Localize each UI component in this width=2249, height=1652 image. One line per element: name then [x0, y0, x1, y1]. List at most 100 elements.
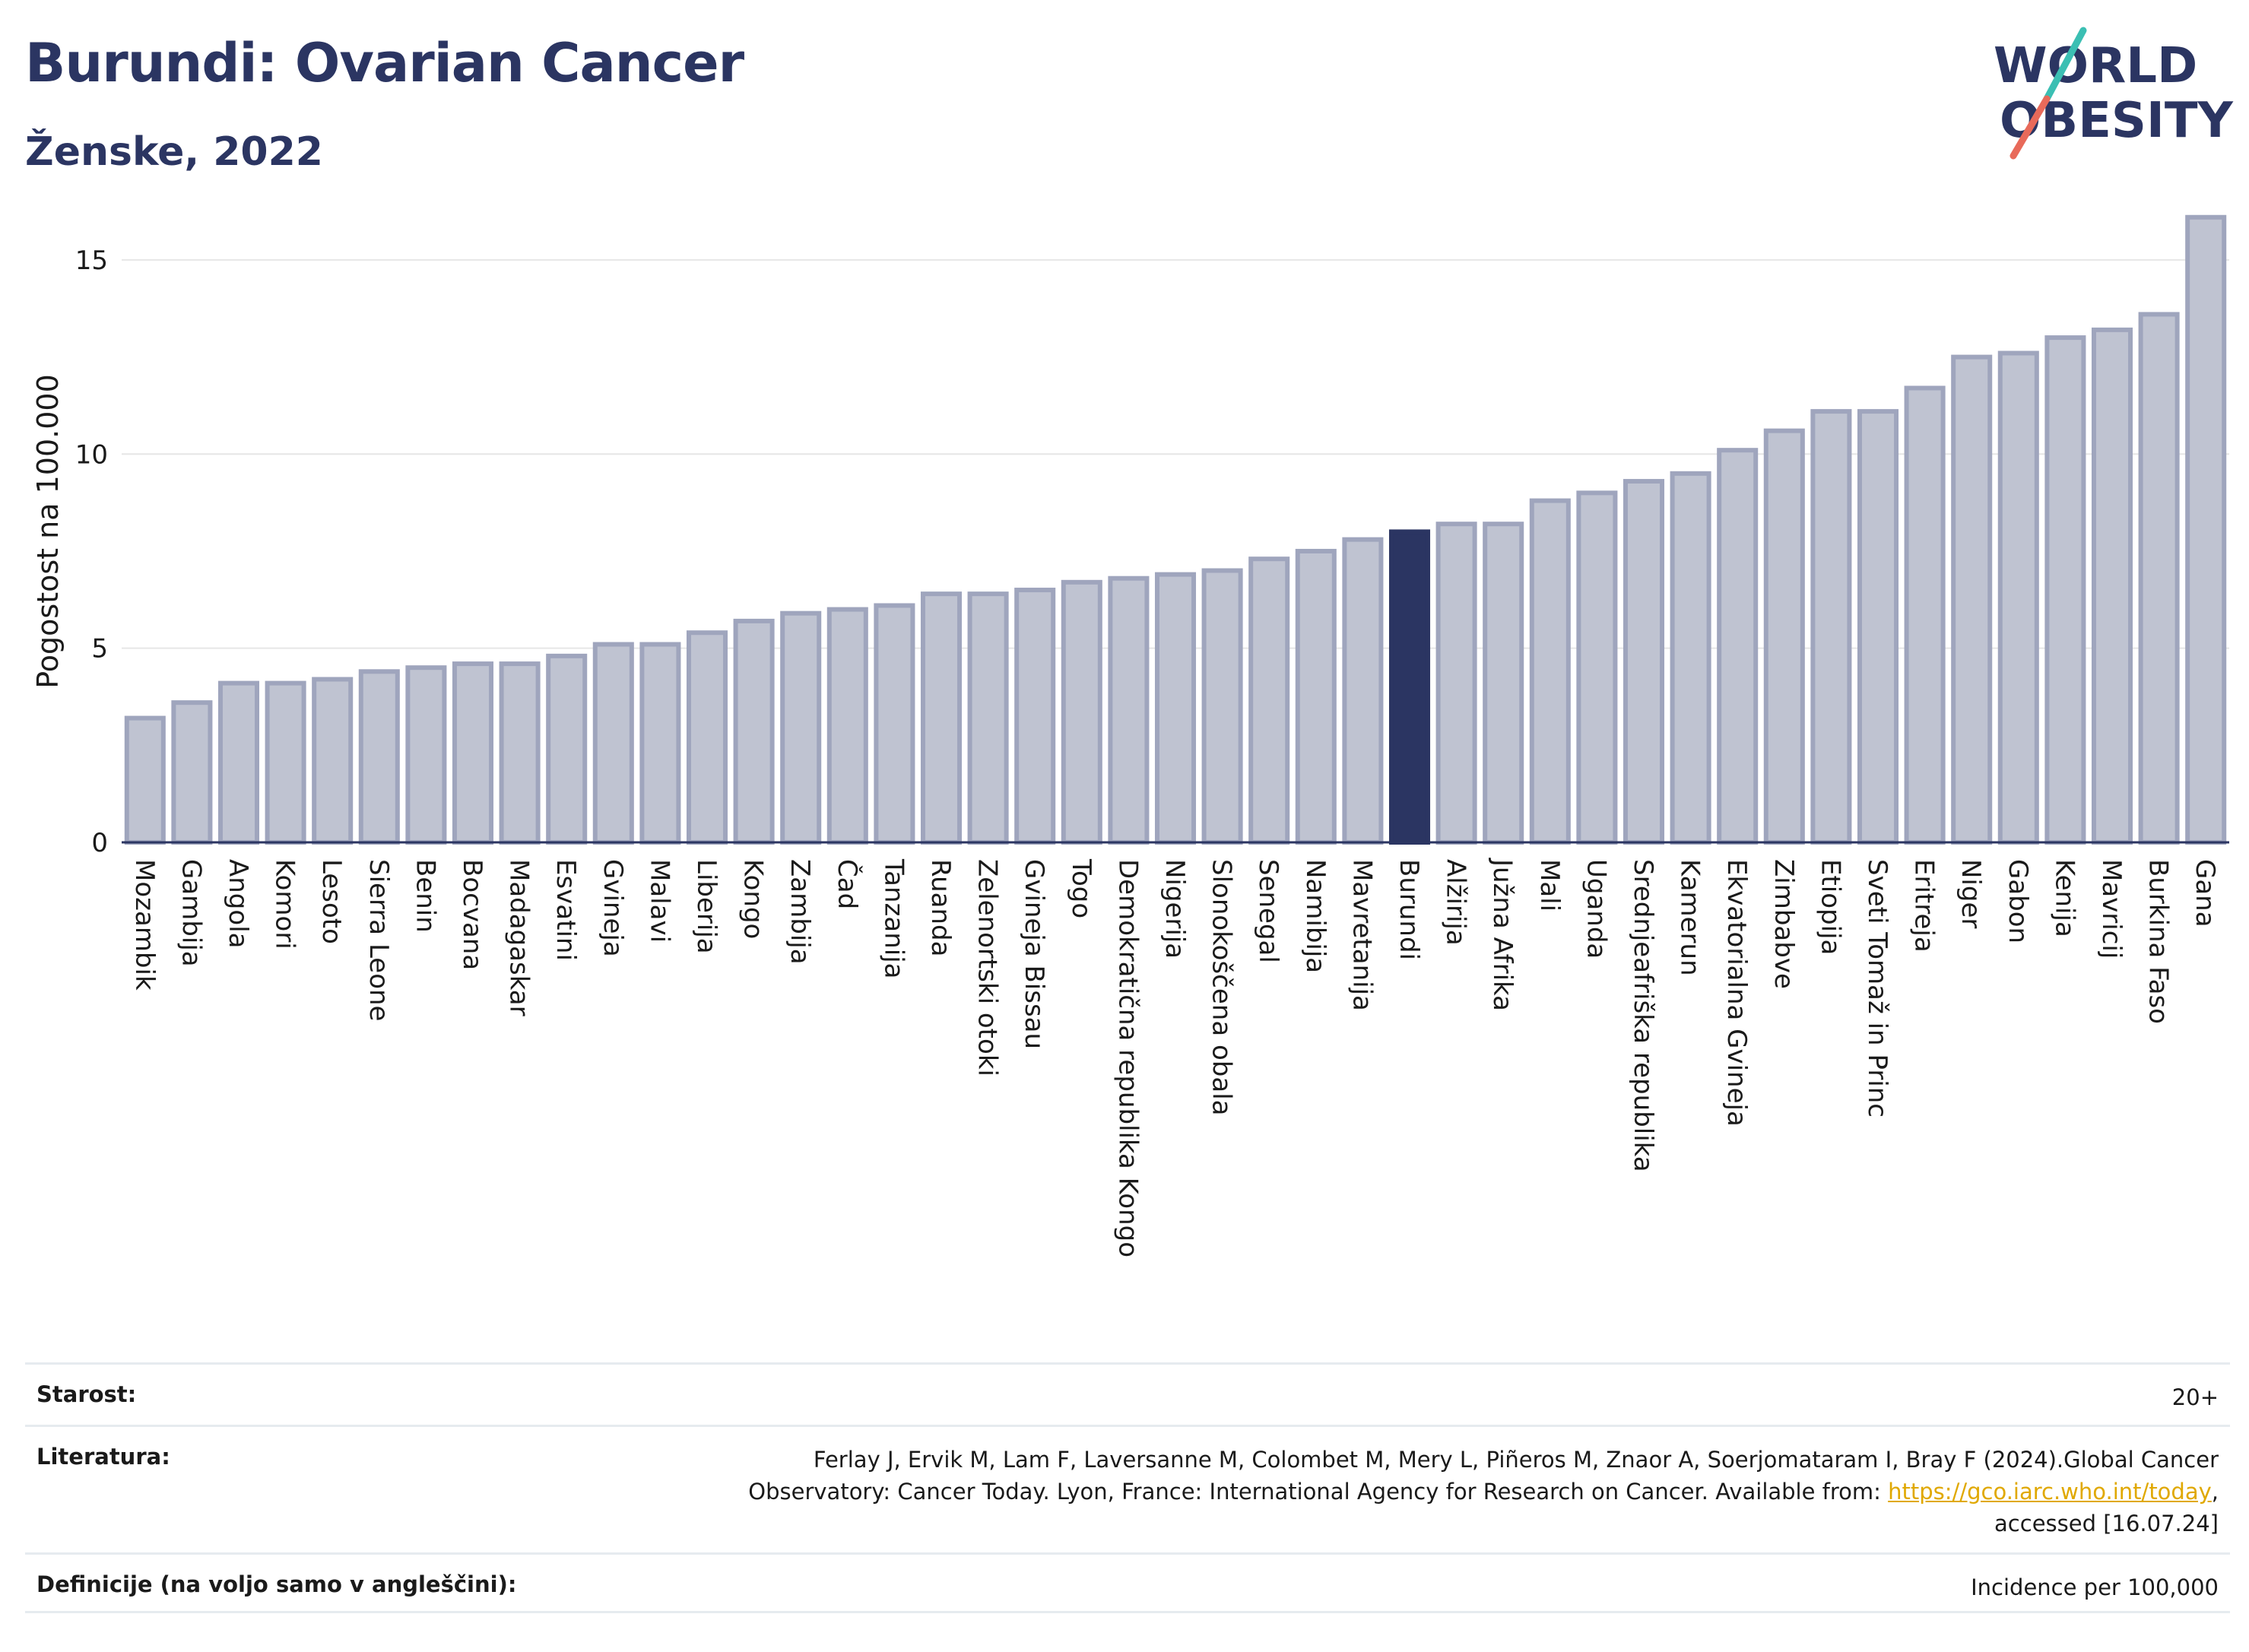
x-tick-label: Senegal — [1253, 859, 1283, 963]
x-tick-label: Demokratična republika Kongo — [1112, 859, 1143, 1257]
x-tick-label: Kamerun — [1675, 859, 1705, 976]
x-tick-label: Burkina Faso — [2143, 859, 2174, 1024]
x-tick-label: Tanzanija — [878, 858, 909, 978]
y-tick-label: 10 — [75, 439, 108, 470]
x-tick-label: Gana — [2190, 859, 2220, 927]
literature-line-1: Ferlay J, Ervik M, Lam F, Laversanne M, … — [813, 1447, 2219, 1473]
bar-kongo — [733, 618, 775, 845]
x-tick-label: Eritreja — [1909, 859, 1940, 953]
y-tick-label: 15 — [75, 246, 108, 276]
x-tick-label: Čad — [832, 859, 863, 909]
age-value: 20+ — [2171, 1384, 2219, 1410]
definitions-value: Incidence per 100,000 — [1971, 1574, 2219, 1600]
x-tick-label: Sveti Tomaž in Princ — [1862, 859, 1892, 1118]
bar-čad — [826, 607, 868, 845]
x-tick-label: Esvatini — [550, 859, 581, 961]
x-tick-label: Mavricij — [2096, 859, 2127, 959]
svg-text:OBESITY: OBESITY — [2000, 93, 2233, 149]
bar-uganda — [1576, 490, 1618, 845]
x-tick-label: Zambija — [785, 859, 815, 965]
bars — [124, 214, 2227, 845]
bar-niger — [1951, 354, 1993, 845]
world-obesity-logo: WORLD OBESITY — [1994, 27, 2233, 160]
x-tick-label: Liberija — [691, 859, 722, 954]
bar-bocvana — [452, 661, 494, 845]
bar-benin — [405, 665, 447, 845]
y-axis-title: Pogostost na 100.000 — [31, 374, 65, 689]
bar-zambija — [780, 610, 822, 845]
bar-eritreja — [1904, 385, 1946, 845]
literature-link[interactable]: https://gco.iarc.who.int/today — [1888, 1479, 2212, 1505]
y-tick-label: 5 — [91, 634, 108, 664]
literature-line-3: accessed [16.07.24] — [1994, 1511, 2219, 1536]
bar-gvineja-bissau — [1014, 588, 1056, 845]
bar-komori — [265, 680, 306, 845]
bar-ruanda — [920, 591, 963, 845]
x-tick-label: Ekvatorialna Gvineja — [1721, 859, 1752, 1127]
x-tick-label: Kongo — [738, 859, 769, 939]
bar-mavricij — [2091, 327, 2133, 845]
bar-sveti-tomaž-in-princ — [1857, 409, 1899, 845]
bar-sierra-leone — [358, 669, 400, 845]
x-tick-label: Srednjeafriška republika — [1628, 859, 1658, 1172]
bar-ekvatorialna-gvineja — [1717, 448, 1759, 845]
x-tick-label: Alžirija — [1441, 859, 1471, 946]
x-tick-label: Mali — [1534, 859, 1565, 912]
category-labels: Mozambik Gambija Angola Komori Lesoto Sierra … — [129, 858, 2220, 1257]
bar-mali — [1529, 498, 1571, 845]
y-tick-label: 0 — [91, 828, 108, 858]
literature-line-2-suffix: , — [2211, 1479, 2219, 1505]
bar-liberija — [686, 630, 728, 845]
x-tick-label: Komori — [270, 859, 300, 950]
x-tick-label: Sierra Leone — [363, 859, 394, 1021]
literature-value: Ferlay J, Ervik M, Lam F, Laversanne M, … — [748, 1444, 2219, 1552]
x-tick-label: Slonokoščena obala — [1207, 859, 1237, 1115]
bar-gvineja — [592, 642, 634, 845]
x-tick-label: Burundi — [1394, 859, 1424, 960]
bar-gabon — [1997, 350, 2039, 845]
x-tick-label: Gvineja Bissau — [1019, 859, 1049, 1049]
definitions-row: Definicije (na voljo samo v angleščini):… — [25, 1552, 2230, 1613]
x-tick-label: Ruanda — [925, 859, 956, 956]
bar-etiopija — [1810, 409, 1852, 845]
x-tick-label: Južna Afrika — [1487, 858, 1518, 1011]
bar-lesoto — [312, 677, 354, 845]
age-row: Starost: 20+ — [25, 1362, 2230, 1425]
x-tick-label: Etiopija — [1815, 859, 1845, 955]
x-tick-label: Gvineja — [598, 859, 628, 957]
bar-chart: 0 5 10 15 Pogostost na 100.000 Mozambik Gambi… — [31, 214, 2229, 1257]
bar-burundi — [1388, 529, 1431, 845]
x-tick-label: Zimbabve — [1768, 859, 1799, 989]
x-tick-label: Mavretanija — [1347, 859, 1377, 1011]
bar-demokratična-republika-kongo — [1108, 576, 1150, 845]
bar-senegal — [1248, 556, 1290, 845]
definitions-label: Definicije (na voljo samo v angleščini): — [36, 1571, 517, 1597]
x-tick-label: Togo — [1066, 858, 1096, 918]
x-tick-label: Gabon — [2003, 859, 2033, 943]
bar-togo — [1061, 579, 1102, 845]
age-label: Starost: — [36, 1381, 137, 1407]
literature-line-2: Observatory: Cancer Today. Lyon, France:… — [748, 1479, 1889, 1505]
x-tick-label: Namibija — [1300, 859, 1331, 973]
x-tick-label: Malavi — [644, 859, 674, 943]
x-tick-label: Lesoto — [316, 859, 347, 944]
x-tick-label: Madagaskar — [504, 859, 534, 1016]
bar-gambija — [171, 700, 213, 845]
bar-zimbabve — [1763, 428, 1805, 845]
bar-slonokoščena-obala — [1201, 568, 1243, 845]
x-tick-label: Gambija — [176, 859, 206, 967]
bar-angola — [217, 680, 260, 845]
x-tick-label: Angola — [223, 859, 253, 948]
x-tick-label: Zelenortski otoki — [972, 859, 1003, 1076]
bar-burkina-faso — [2138, 312, 2180, 845]
bar-tanzanija — [874, 603, 915, 845]
x-tick-label: Uganda — [1581, 859, 1611, 959]
bar-gana — [2185, 214, 2227, 845]
svg-text:WORLD: WORLD — [1994, 38, 2197, 94]
literature-row: Literatura: Ferlay J, Ervik M, Lam F, La… — [25, 1425, 2230, 1552]
bar-alžirija — [1435, 522, 1477, 845]
x-tick-label: Kenija — [2049, 859, 2079, 937]
x-tick-label: Benin — [410, 859, 440, 933]
literature-label: Literatura: — [36, 1444, 170, 1470]
bar-namibija — [1295, 548, 1337, 845]
